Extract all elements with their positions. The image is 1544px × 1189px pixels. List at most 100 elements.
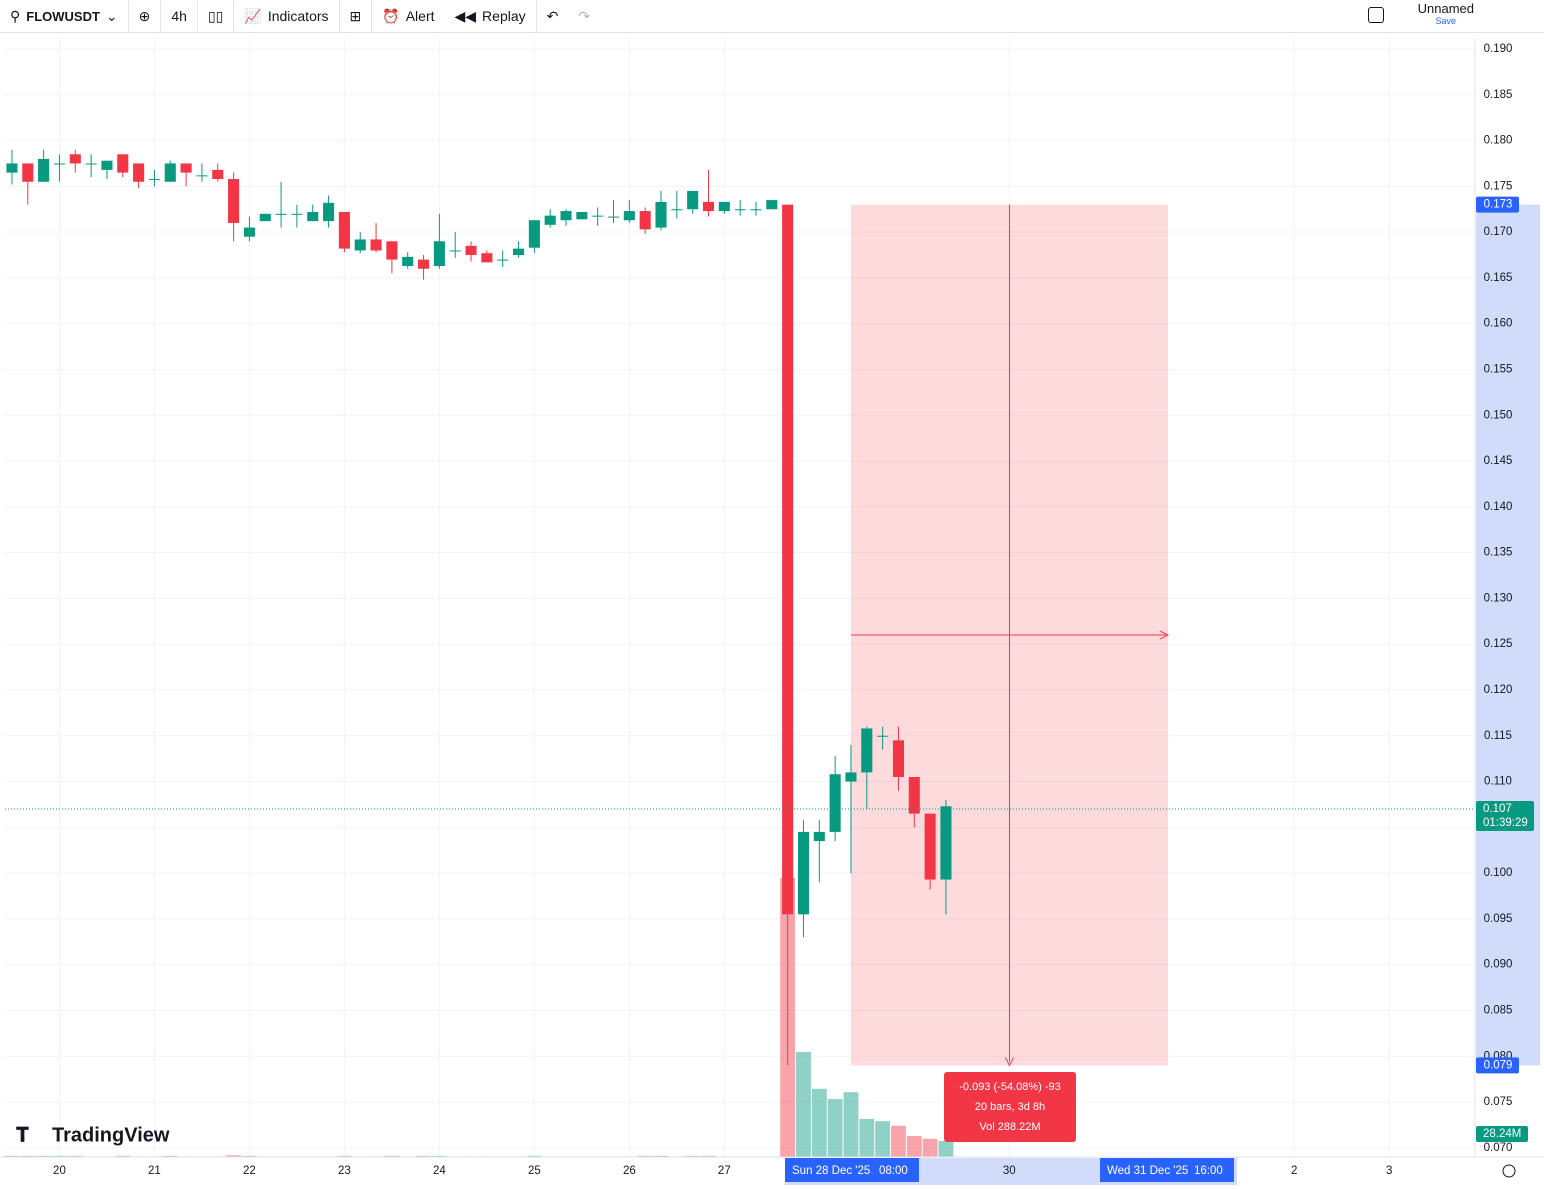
candle-body [386, 241, 398, 260]
candle-body [69, 154, 81, 164]
volume-bar [653, 1155, 669, 1157]
undo-button[interactable]: ↶ [537, 0, 569, 32]
candle-body [354, 239, 366, 251]
candle-body [275, 213, 287, 215]
x-tick-label: 23 [338, 1165, 351, 1177]
volume-bar [242, 1155, 257, 1157]
x-tick-label: 2 [1291, 1165, 1297, 1177]
price-label: 0.173 [1484, 199, 1513, 211]
candle-body [228, 179, 240, 223]
volume-bar [637, 1155, 653, 1157]
x-tick-label: 25 [528, 1165, 541, 1177]
candle-body [623, 211, 635, 221]
indicators-icon: 📈 [244, 7, 262, 24]
dropdown: ⌄ [105, 7, 118, 24]
y-tick-label: 0.125 [1484, 638, 1513, 650]
alert-button[interactable]: ⏰ Alert [372, 0, 444, 32]
volume-bar [685, 1155, 701, 1157]
candle-body [164, 163, 176, 182]
y-tick-label: 0.095 [1484, 913, 1513, 925]
alert-label: Alert [405, 8, 435, 24]
candle-body [528, 220, 540, 248]
y-tick-label: 0.185 [1484, 89, 1513, 101]
candle-body [639, 211, 651, 230]
x-tick-label: 3 [1386, 1165, 1392, 1177]
redo-button[interactable]: ↷ [568, 0, 600, 32]
volume-bar [36, 1155, 52, 1157]
x-tick-label: 20 [53, 1165, 66, 1177]
candle-body [449, 250, 461, 252]
countdown-label: 01:39:29 [1483, 817, 1528, 829]
candle-body [845, 772, 857, 782]
candle-body [512, 248, 525, 256]
y-tick-label: 0.160 [1484, 318, 1513, 330]
y-tick-label: 0.075 [1484, 1096, 1513, 1108]
y-tick-label: 0.085 [1484, 1005, 1513, 1017]
price-label-bg [1476, 1057, 1519, 1074]
x-tick-label: 24 [433, 1165, 446, 1177]
time-label-time: 08:00 [879, 1165, 908, 1177]
volume-bar [811, 1088, 827, 1157]
volume-bar [922, 1138, 938, 1157]
toolbar: ⚲ FLOWUSDT ⌄ ⊕ 4h ▯▯ 📈 Indicators ⊞ ⏰ Alert … [0, 0, 1544, 33]
interval[interactable]: 4h [161, 0, 198, 32]
measure-text: Vol 288.22M [979, 1121, 1040, 1133]
x-tick-label: 30 [1003, 1165, 1016, 1177]
search-icon: ⚲ [10, 7, 21, 24]
replay-icon: ◀◀ [454, 7, 477, 24]
price-label: 0.079 [1484, 1059, 1513, 1071]
candle-body [734, 209, 746, 211]
symbol: FLOWUSDT [26, 8, 100, 24]
time-label-bg [785, 1158, 919, 1182]
time-label-date: Wed 31 Dec '25 [1107, 1165, 1188, 1177]
candle-body [38, 158, 50, 182]
y-tick-label: 0.145 [1484, 455, 1513, 467]
candle-body [180, 163, 192, 173]
volume-label: 28.24M [1483, 1128, 1521, 1140]
indicators-label: Indicators [267, 8, 329, 24]
candle-body [861, 728, 873, 773]
x-tick-label: 27 [718, 1165, 731, 1177]
candle-body [338, 211, 350, 249]
candle-body [148, 179, 160, 181]
candle-body [877, 735, 889, 737]
alert-icon: ⏰ [382, 7, 400, 24]
add-symbol[interactable]: ⊕ [129, 0, 162, 32]
layouts-button[interactable]: ⊞ [340, 0, 373, 32]
y-tick-label: 0.070 [1484, 1142, 1513, 1154]
candle-body [592, 215, 604, 217]
indicators-button[interactable]: 📈 Indicators [234, 0, 340, 32]
save-layout[interactable]: Unnamed Save [1418, 2, 1474, 28]
symbol-search[interactable]: ⚲ FLOWUSDT ⌄ [0, 0, 129, 32]
candle-body [544, 215, 556, 225]
plus-icon: ⊕ [138, 7, 151, 24]
settings-icon[interactable] [1502, 1164, 1516, 1178]
candle-body [782, 204, 794, 915]
volume-bar [938, 1140, 954, 1157]
y-tick-label: 0.165 [1484, 272, 1513, 284]
time-label-bg [1100, 1158, 1234, 1182]
fullscreen-icon[interactable] [1368, 7, 1384, 23]
candle-body [307, 211, 319, 222]
candle-body [323, 202, 335, 222]
volume-bar [875, 1121, 891, 1157]
y-tick-label: 0.130 [1484, 592, 1513, 604]
x-tick-label: 21 [148, 1165, 161, 1177]
current-price-label-bg [1476, 801, 1534, 832]
volume-bar [384, 1155, 400, 1157]
replay-button[interactable]: ◀◀ Replay [445, 0, 537, 32]
y-tick-label: 0.120 [1484, 684, 1513, 696]
candle-body [797, 831, 810, 915]
chart-style[interactable]: ▯▯ [198, 0, 235, 32]
candle-body [766, 200, 778, 210]
candle-body [607, 216, 620, 218]
time-label-time: 16:00 [1194, 1165, 1223, 1177]
candle-body [908, 776, 920, 814]
replay-label: Replay [482, 8, 526, 24]
candle-body [117, 154, 129, 173]
current-price-label: 0.107 [1483, 803, 1512, 815]
volume-bar [827, 1099, 843, 1157]
candle-body [418, 259, 430, 269]
